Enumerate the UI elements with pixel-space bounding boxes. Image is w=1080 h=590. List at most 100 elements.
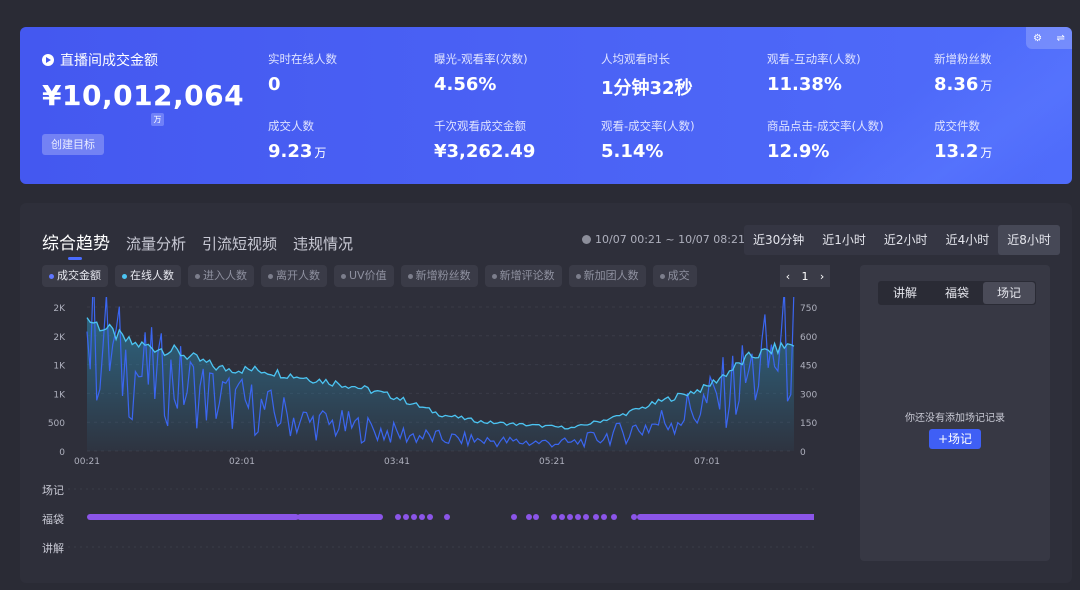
time-range-text: 10/07 00:21 ~ 10/07 08:21 — [595, 233, 746, 246]
metric-buyers: 成交人数 9.23 万 — [268, 118, 326, 162]
y-left-tick: 2K — [53, 304, 66, 314]
bag-marker — [593, 514, 599, 520]
chip-deal[interactable]: 成交 — [652, 265, 697, 287]
tab-bar: 综合趋势 流量分析 引流短视频 违规情况 — [42, 229, 354, 260]
play-icon — [42, 54, 54, 66]
chip-online[interactable]: 在线人数 — [115, 265, 181, 287]
chip-new-fans[interactable]: 新增粉丝数 — [400, 265, 478, 287]
bag-track — [87, 514, 814, 520]
tab-short-video[interactable]: 引流短视频 — [202, 235, 278, 253]
clock-icon — [582, 235, 591, 244]
gmv-value: ¥10,012,064 — [42, 79, 245, 112]
chip-uv-value[interactable]: UV价值 — [334, 265, 394, 287]
y-right-tick: 450 — [800, 362, 817, 372]
bag-marker — [567, 514, 573, 520]
chip-label: 新增评论数 — [499, 269, 555, 282]
chip-new-comments[interactable]: 新增评论数 — [484, 265, 562, 287]
chip-enter[interactable]: 进入人数 — [188, 265, 254, 287]
x-tick: 05:21 — [539, 457, 565, 467]
tab-violations[interactable]: 违规情况 — [293, 235, 354, 253]
prev-page-button[interactable]: ‹ — [785, 269, 791, 283]
bag-marker — [395, 514, 401, 520]
chip-dot — [49, 273, 54, 279]
metric-avg-watch: 人均观看时长 1分钟32秒 — [601, 51, 695, 100]
chip-leave[interactable]: 离开人数 — [261, 265, 327, 287]
bag-marker — [551, 514, 557, 520]
corner-actions: ⚙ ⇌ — [1026, 27, 1072, 49]
chip-label: 新加团人数 — [583, 269, 639, 282]
metric-interaction-rate: 观看-互动率(人数) 11.38% — [767, 51, 861, 95]
bag-marker — [611, 514, 617, 520]
metric-label: 千次观看成交金额 — [434, 119, 526, 133]
explain-track — [68, 546, 814, 548]
metric-value: 0 — [268, 74, 281, 95]
chip-dot — [122, 273, 127, 279]
y-right-tick: 150 — [800, 419, 817, 429]
metric-label: 曝光-观看率(次数) — [434, 52, 528, 66]
metric-click-conversion: 商品点击-成交率(人数) 12.9% — [767, 118, 884, 162]
metric-value: 13.2 万 — [934, 141, 993, 162]
metric-value: ¥3,262.49 — [434, 141, 536, 162]
create-target-button[interactable]: 创建目标 — [42, 134, 104, 155]
metric-chips: 成交金额 在线人数 进入人数 离开人数 UV价值 新增粉丝数 新增评论数 新加团… — [42, 265, 796, 287]
gmv-title: 直播间成交金额 — [42, 50, 158, 70]
bag-marker — [631, 514, 637, 520]
chip-label: 成交金额 — [57, 269, 101, 282]
add-record-button[interactable]: +场记 — [929, 429, 981, 449]
y-left-tick: 0 — [59, 448, 65, 458]
chip-dot — [491, 273, 497, 279]
bag-marker — [559, 514, 565, 520]
period-4h[interactable]: 近4小时 — [945, 233, 990, 247]
y-left-tick: 500 — [48, 419, 65, 429]
page-number: 1 — [801, 269, 809, 283]
metric-gpm: 千次观看成交金额 ¥3,262.49 — [434, 118, 537, 162]
sidebar-tab-explain[interactable]: 讲解 — [893, 286, 918, 300]
gear-icon[interactable]: ⚙ — [1033, 32, 1043, 44]
empty-state-text: 你还没有添加场记记录 — [905, 413, 1005, 424]
bag-marker — [427, 514, 433, 520]
chip-gmv[interactable]: 成交金额 — [42, 265, 108, 287]
series-line-online — [86, 317, 795, 430]
chip-label: 成交 — [667, 269, 690, 282]
tab-overview[interactable]: 综合趋势 — [42, 229, 110, 260]
sidebar-tab-bag[interactable]: 福袋 — [945, 286, 970, 300]
metric-items-sold: 成交件数 13.2 万 — [934, 118, 992, 162]
chip-label: 离开人数 — [276, 269, 320, 282]
metric-label: 新增粉丝数 — [934, 52, 992, 66]
unit-badge: 万 — [151, 113, 164, 126]
chip-label: 进入人数 — [203, 269, 247, 282]
sidebar-tabs: 讲解 福袋 场记 — [878, 281, 1037, 305]
chip-label: UV价值 — [349, 269, 387, 282]
period-8h[interactable]: 近8小时 — [998, 225, 1060, 255]
metric-value: 1分钟32秒 — [601, 78, 693, 99]
metric-value: 11.38% — [767, 74, 842, 95]
tab-traffic[interactable]: 流量分析 — [126, 235, 187, 253]
chip-dot — [659, 273, 665, 279]
next-page-button[interactable]: › — [819, 269, 825, 283]
chip-label: 在线人数 — [130, 269, 174, 282]
bag-marker — [403, 514, 409, 520]
record-track — [68, 488, 814, 490]
period-1h[interactable]: 近1小时 — [822, 233, 866, 247]
chip-dot — [268, 273, 273, 279]
swap-icon[interactable]: ⇌ — [1056, 32, 1065, 44]
y-left-tick: 1K — [53, 390, 66, 400]
chip-dot — [195, 273, 200, 279]
chip-new-group[interactable]: 新加团人数 — [568, 265, 646, 287]
track-label-record: 场记 — [42, 484, 64, 497]
sidebar-tab-record[interactable]: 场记 — [983, 282, 1036, 304]
metric-label: 人均观看时长 — [601, 52, 670, 66]
metric-online: 实时在线人数 0 — [268, 51, 337, 95]
track-label-bag: 福袋 — [42, 513, 64, 526]
metric-conversion-rate: 观看-成交率(人数) 5.14% — [601, 118, 695, 162]
online-area — [87, 317, 794, 451]
x-tick: 02:01 — [229, 457, 255, 467]
metric-label: 成交件数 — [934, 119, 980, 133]
period-2h[interactable]: 近2小时 — [883, 233, 928, 247]
y-right-tick: 600 — [800, 333, 817, 343]
metric-value: 12.9% — [767, 141, 830, 162]
period-30m[interactable]: 近30分钟 — [753, 233, 805, 247]
bag-marker — [444, 514, 450, 520]
x-tick: 07:01 — [694, 457, 720, 467]
